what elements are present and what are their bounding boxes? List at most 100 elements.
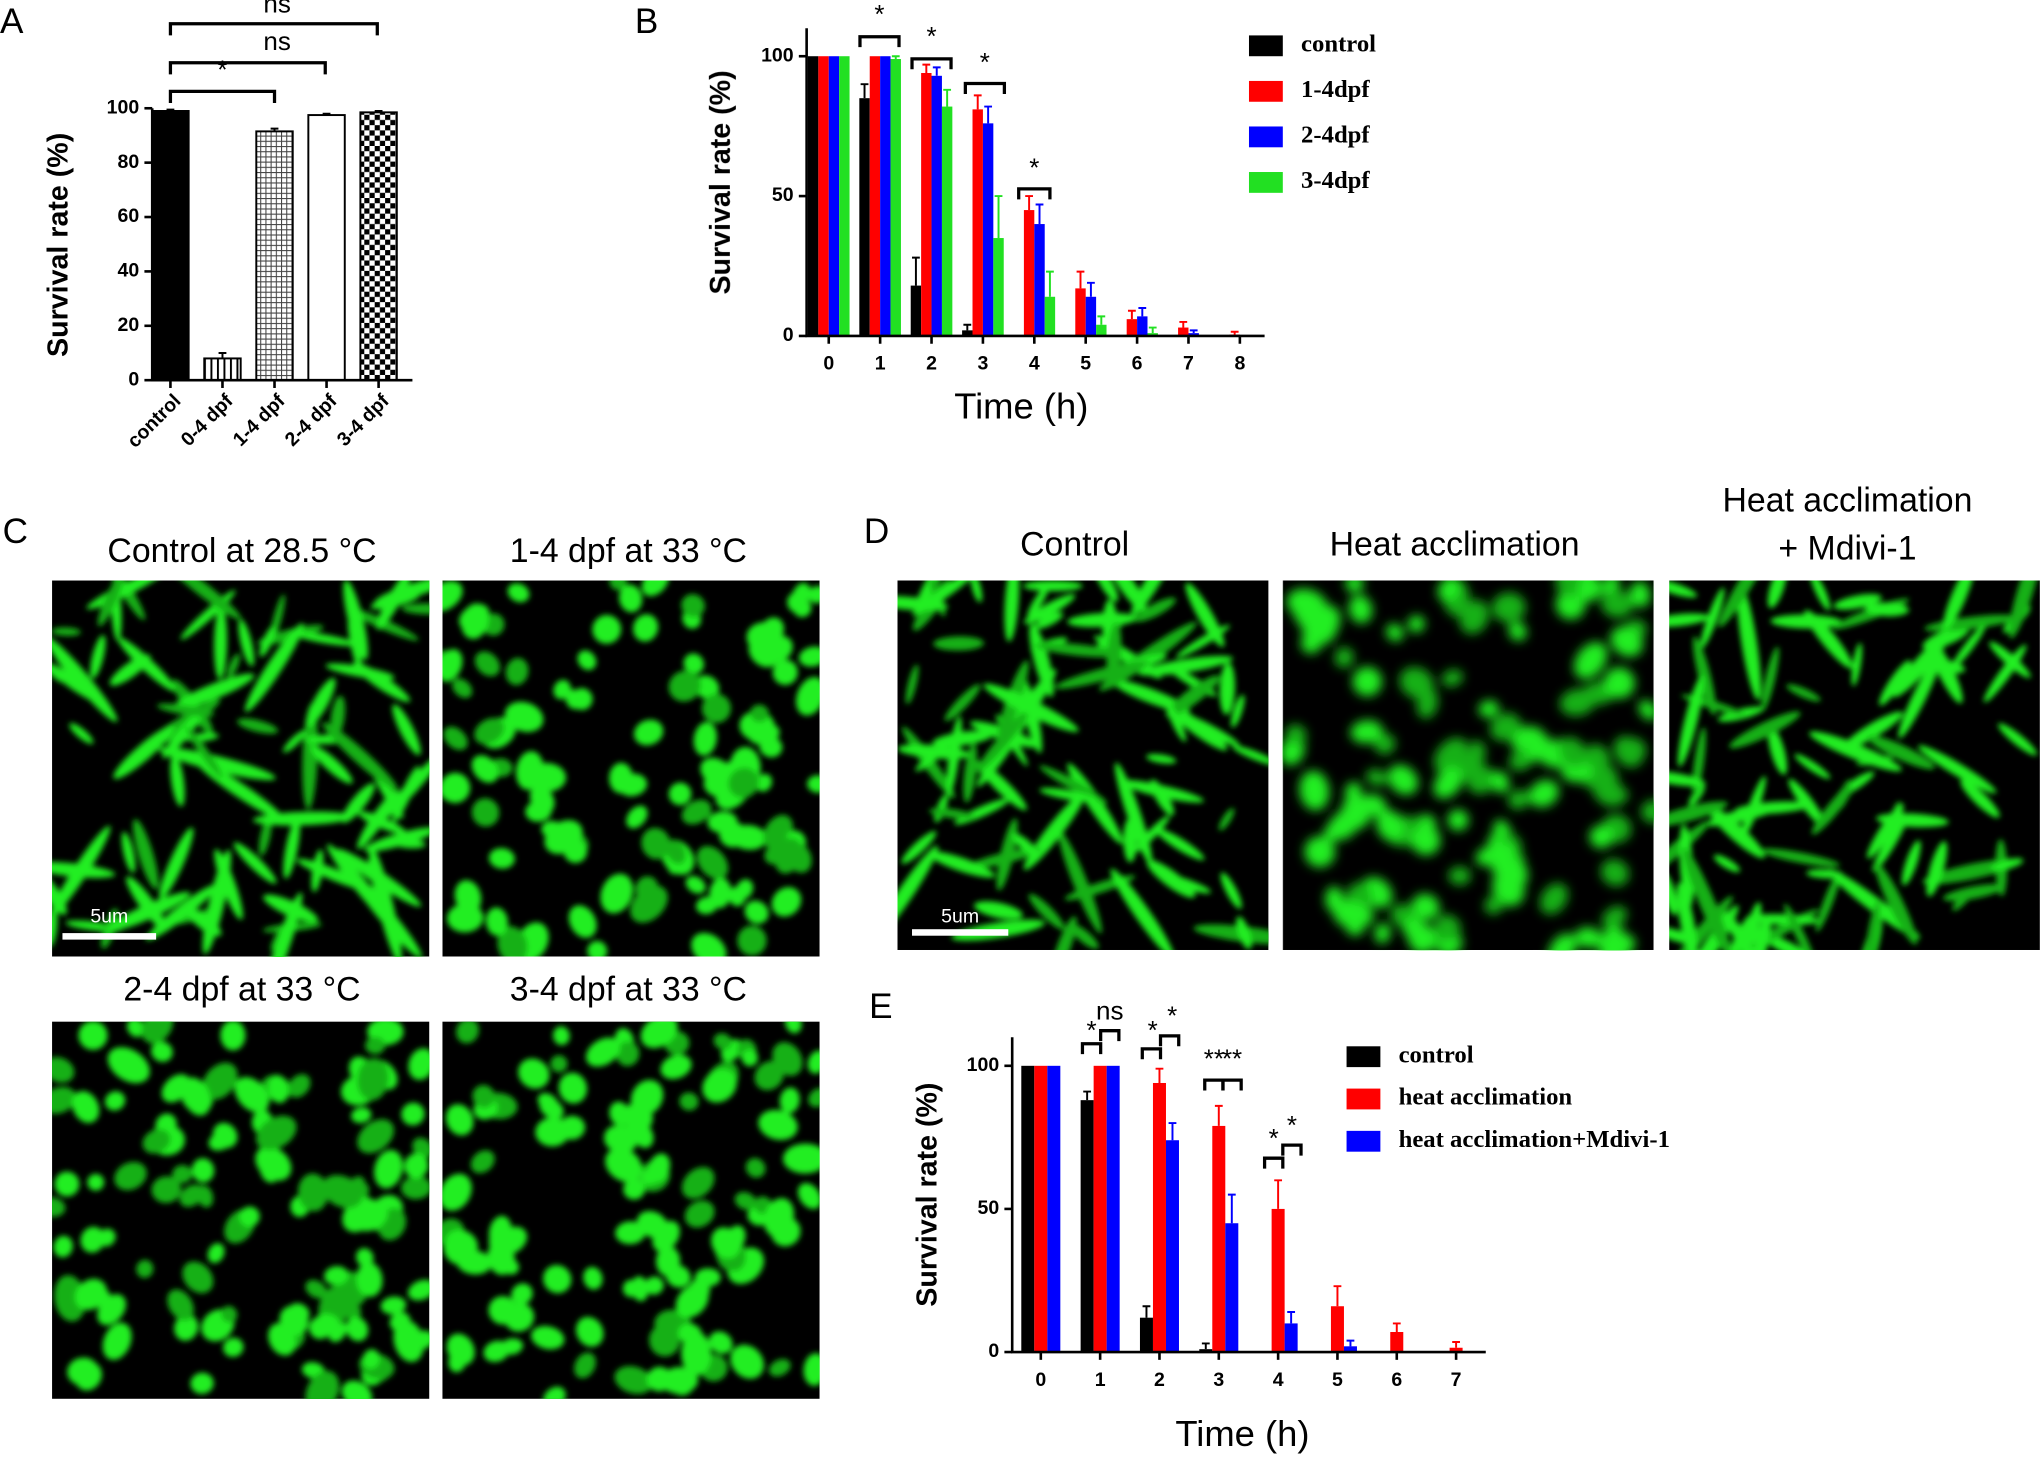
error-bar — [932, 66, 941, 76]
mitochondrion — [1786, 684, 1821, 702]
mitochondrion — [114, 1161, 147, 1191]
bar — [1330, 1306, 1344, 1353]
mitochondrion — [1713, 854, 1741, 873]
mitochondrion — [1669, 770, 1706, 787]
mitochondrion — [445, 1229, 478, 1259]
bar — [1178, 327, 1189, 336]
error-bar — [943, 88, 952, 107]
mitochondrion — [454, 880, 482, 914]
scale-bar — [62, 933, 157, 940]
micrograph — [442, 580, 820, 957]
mitochondrion — [121, 831, 136, 873]
mitochondrion — [472, 1084, 495, 1108]
mitochondrion — [1747, 913, 1819, 926]
mitochondrion — [392, 765, 420, 823]
mitochondrion — [1219, 662, 1236, 715]
mitochondrion — [785, 1021, 802, 1034]
mitochondrion — [529, 785, 555, 814]
legend-swatch — [1248, 35, 1283, 57]
mitochondrion — [616, 1041, 640, 1067]
mitochondrion — [1146, 753, 1177, 764]
mitochondrion — [626, 805, 648, 829]
error-bar — [1025, 195, 1034, 211]
mitochondrion — [191, 1158, 215, 1183]
mitochondrion — [238, 619, 255, 667]
mitochondrion — [485, 907, 508, 936]
mitochondrion — [283, 817, 301, 879]
bar — [1271, 1208, 1285, 1353]
mitochondrion — [575, 1316, 604, 1347]
mitochondrion — [321, 1174, 363, 1209]
bar — [1199, 1349, 1213, 1353]
error-bar — [374, 110, 383, 113]
bar — [807, 56, 819, 336]
mitochondrion — [694, 1268, 721, 1287]
bar — [910, 285, 922, 336]
legend-swatch — [1248, 172, 1283, 193]
y-tick-label: 100 — [761, 44, 794, 66]
mitochondrion — [1407, 615, 1425, 633]
mitochondrion — [186, 727, 223, 778]
mitochondrion — [170, 754, 185, 807]
mitochondrion — [2008, 580, 2040, 639]
mitochondrion — [656, 1246, 681, 1277]
mitochondrion — [1584, 744, 1611, 773]
micrograph — [1669, 580, 2040, 951]
mitochondrion — [681, 1166, 715, 1199]
error-bar — [1138, 306, 1147, 317]
chart: B Survival rate (%) Time (h) 0 50 100 0 1 2 3 4 5 6 7… — [635, 0, 1376, 426]
bar — [1096, 324, 1107, 336]
mitochondrion — [220, 1021, 246, 1051]
legend-label: control — [1399, 1041, 1474, 1068]
mitochondrion — [670, 1374, 694, 1396]
axes — [150, 108, 413, 382]
mitochondrion — [1134, 597, 1176, 622]
x-tick-label: 5 — [1332, 1369, 1343, 1391]
micrograph — [52, 1021, 430, 1399]
mitochondrion — [609, 762, 633, 794]
error-bar — [912, 256, 920, 286]
mitochondrion — [679, 1092, 699, 1111]
y-axis-label: Survival rate (%) — [911, 1083, 943, 1307]
mitochondrion — [558, 1072, 588, 1104]
mitochondrion — [1350, 720, 1383, 744]
mitochondrion — [1491, 592, 1526, 623]
mitochondrion — [1475, 845, 1501, 866]
mitochondrion — [392, 704, 421, 756]
mitochondrion — [1918, 658, 1966, 674]
mitochondrion — [75, 1362, 102, 1391]
mitochondrion — [803, 1353, 820, 1386]
mitochondrion — [72, 1091, 100, 1123]
mitochondrion — [897, 845, 939, 945]
error-bar — [1392, 1322, 1401, 1333]
mitochondrion — [80, 1226, 105, 1253]
x-axis-label: Time (h) — [1175, 1413, 1309, 1454]
mitochondrion — [404, 1153, 429, 1179]
mitochondrion — [1729, 711, 1801, 749]
mitochondrion — [136, 1259, 154, 1278]
mitochondrion — [52, 825, 111, 917]
mitochondrion — [442, 649, 463, 682]
mitochondrion — [1600, 859, 1630, 887]
bar — [839, 56, 850, 336]
mitochondrion — [1220, 872, 1242, 909]
significance-bracket — [910, 57, 953, 70]
mitochondrion — [641, 827, 671, 860]
significance-label: * — [926, 21, 936, 51]
mitochondrion — [1918, 745, 1997, 794]
mitochondrion — [1989, 641, 2031, 678]
error-bar — [1227, 1193, 1236, 1224]
error-bar — [166, 108, 175, 111]
mitochondrion — [401, 1176, 430, 1200]
mitochondrion — [104, 1091, 126, 1111]
mitochondrion — [1459, 599, 1489, 634]
mitochondrion — [1901, 840, 1921, 886]
mitochondrion — [1411, 825, 1441, 856]
mitochondrion — [504, 701, 544, 733]
micrograph — [52, 580, 430, 957]
mitochondrion — [1441, 669, 1464, 687]
mitochondrion — [737, 925, 767, 956]
x-axis-label: Time (h) — [954, 385, 1088, 426]
mitochondrion — [746, 622, 784, 654]
mitochondrion — [78, 1021, 108, 1050]
